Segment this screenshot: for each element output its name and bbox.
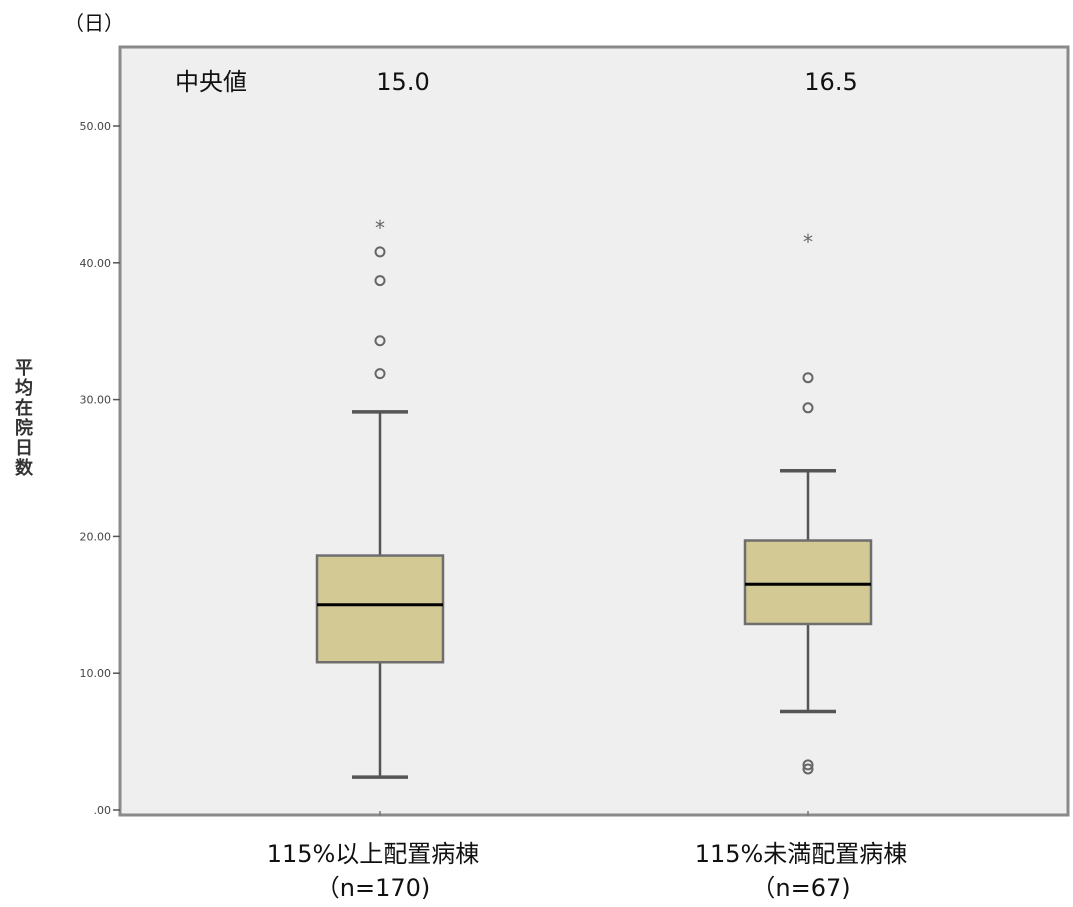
iqr-box bbox=[315, 554, 445, 664]
outlier-point bbox=[374, 335, 386, 347]
y-axis: .00 10.00 20.00 30.00 40.00 50.00 bbox=[80, 47, 122, 817]
y-tick-label: 30.00 bbox=[80, 394, 112, 407]
y-tick-label: 20.00 bbox=[80, 530, 112, 543]
median-header-label: 中央値 bbox=[175, 68, 247, 96]
box-groups: 15.0 * 16.5 * bbox=[315, 68, 873, 816]
y-axis-title-char: 院 bbox=[15, 417, 33, 439]
outlier-point bbox=[802, 759, 814, 771]
y-axis-title-char: 数 bbox=[15, 457, 34, 479]
category-label: 115%未満配置病棟 bbox=[695, 840, 908, 868]
outlier-point bbox=[802, 763, 814, 775]
box-group: 15.0 * bbox=[315, 68, 445, 816]
category-label: 115%以上配置病棟 bbox=[267, 840, 480, 868]
outlier-point bbox=[802, 402, 814, 414]
outlier-point bbox=[374, 368, 386, 380]
y-axis-title-char: 日 bbox=[15, 438, 33, 459]
outlier-point bbox=[802, 372, 814, 384]
y-tick-label: 40.00 bbox=[80, 257, 112, 270]
extreme-point: * bbox=[803, 230, 813, 254]
y-axis-title-char: 均 bbox=[15, 377, 33, 399]
y-tick-label: 10.00 bbox=[80, 667, 112, 680]
y-axis-title-char: 在 bbox=[15, 397, 33, 419]
box-group: 16.5 * bbox=[743, 68, 873, 816]
y-axis-title-char: 平 bbox=[15, 358, 33, 379]
iqr-box bbox=[743, 539, 873, 626]
y-tick-label: 50.00 bbox=[80, 120, 112, 133]
outlier-point bbox=[374, 275, 386, 287]
category-sample-size: （n=170) bbox=[316, 874, 431, 902]
median-value-label: 16.5 bbox=[804, 68, 857, 96]
plot-area bbox=[118, 45, 1070, 817]
outlier-point bbox=[374, 246, 386, 258]
median-value-label: 15.0 bbox=[376, 68, 429, 96]
category-sample-size: （n=67) bbox=[751, 874, 850, 902]
category-labels: 115%以上配置病棟 （n=170) 115%未満配置病棟 （n=67) bbox=[267, 840, 908, 902]
y-unit-label: （日） bbox=[64, 11, 124, 35]
y-tick-label: .00 bbox=[94, 804, 112, 817]
extreme-point: * bbox=[375, 216, 385, 240]
